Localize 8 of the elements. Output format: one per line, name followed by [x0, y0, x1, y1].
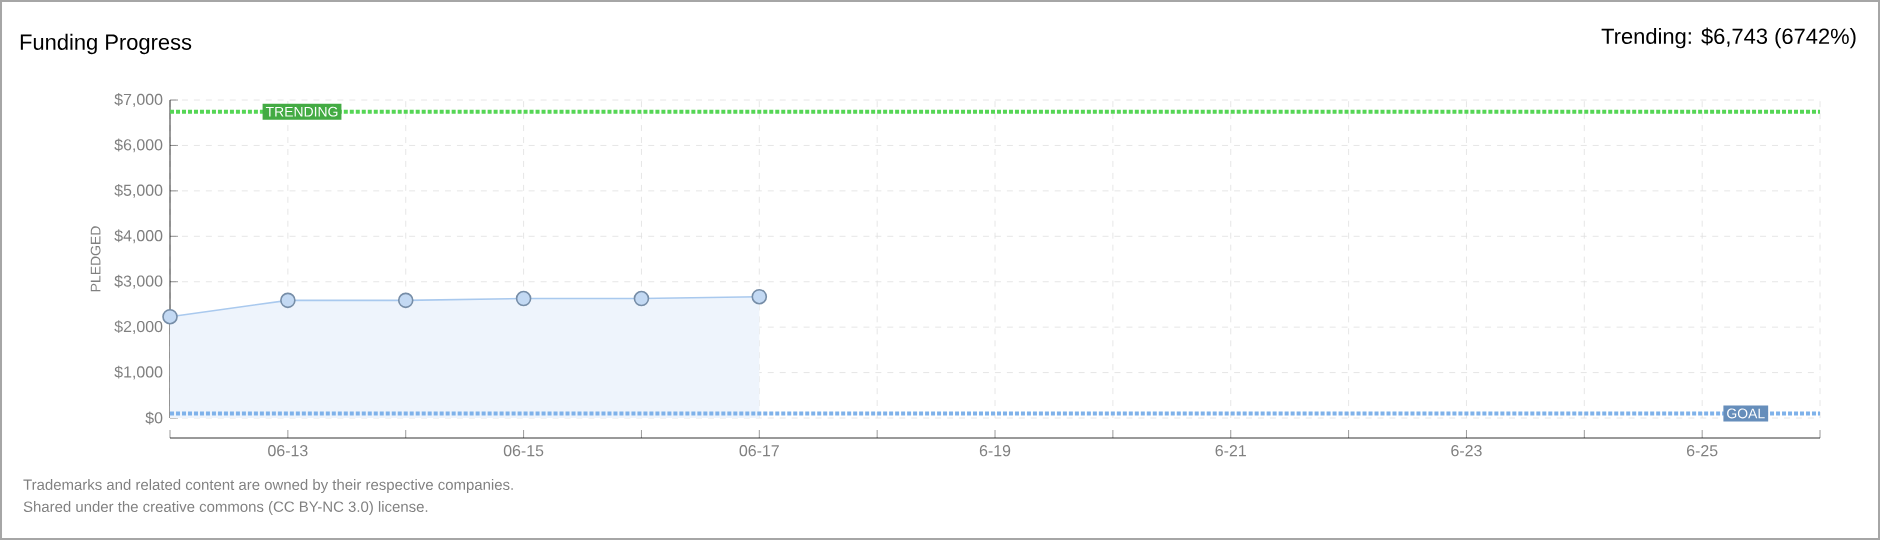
- point: [162, 308, 178, 325]
- chart-subtitle: Trending: $6,743 (6742%): [1601, 27, 1856, 49]
- point: [751, 288, 768, 305]
- point: [515, 290, 532, 307]
- chart-title: Funding Progress: [20, 33, 192, 55]
- point: [633, 290, 650, 307]
- point: [397, 292, 414, 309]
- point: [280, 292, 296, 309]
